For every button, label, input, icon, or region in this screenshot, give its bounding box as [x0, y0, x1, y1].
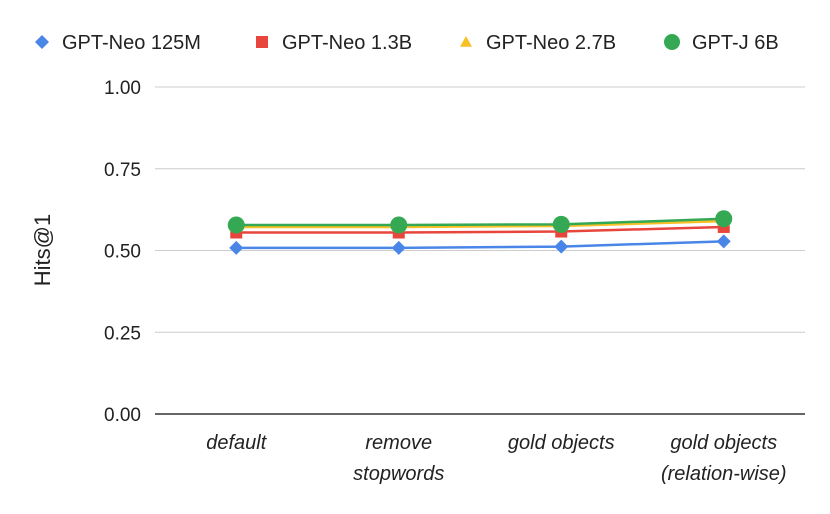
legend-label: GPT-Neo 125M: [62, 32, 201, 54]
legend-marker: [35, 35, 49, 49]
y-tick-label: 1.00: [104, 78, 141, 99]
y-axis-label: Hits@1: [30, 214, 55, 286]
gridlines: [155, 86, 805, 415]
y-tick-label: 0.75: [104, 160, 141, 181]
legend: GPT-Neo 125M GPT-Neo 1.3B GPT-Neo 2.7B GPT-…: [35, 32, 779, 54]
y-tick-label: 0.50: [104, 242, 141, 263]
series-line: [236, 225, 724, 234]
x-tick-labels: default remove stopwords gold objects gold o…: [206, 432, 786, 485]
data-point: [715, 210, 733, 228]
x-tick-label: default: [206, 432, 267, 454]
data-point: [554, 239, 569, 254]
legend-label: GPT-Neo 2.7B: [486, 32, 616, 54]
series-line: [236, 217, 724, 227]
legend-item: GPT-Neo 1.3B: [256, 32, 412, 54]
data-point: [227, 216, 245, 234]
legend-item: GPT-Neo 2.7B: [460, 32, 616, 54]
legend-item: GPT-J 6B: [664, 32, 779, 54]
x-tick-label: gold objects: [508, 432, 615, 454]
series-markers: [227, 210, 733, 255]
series-lines: [236, 217, 724, 250]
legend-marker: [460, 36, 472, 47]
series-line: [236, 219, 724, 229]
y-tick-label: 0.00: [104, 405, 141, 426]
legend-marker: [664, 34, 680, 50]
data-point: [552, 215, 570, 233]
legend-label: GPT-J 6B: [692, 32, 779, 54]
legend-marker: [256, 36, 268, 48]
y-tick-labels: 0.00 0.25 0.50 0.75 1.00: [104, 78, 141, 426]
legend-item: GPT-Neo 125M: [35, 32, 201, 54]
x-tick-label: gold objects (relation-wise): [661, 432, 787, 485]
legend-label: GPT-Neo 1.3B: [282, 32, 412, 54]
series-line: [236, 240, 724, 250]
data-point: [716, 234, 731, 249]
y-tick-label: 0.25: [104, 323, 141, 344]
data-point: [229, 240, 244, 255]
data-point: [391, 240, 406, 255]
data-point: [390, 216, 408, 234]
x-tick-label: remove stopwords: [353, 432, 444, 485]
